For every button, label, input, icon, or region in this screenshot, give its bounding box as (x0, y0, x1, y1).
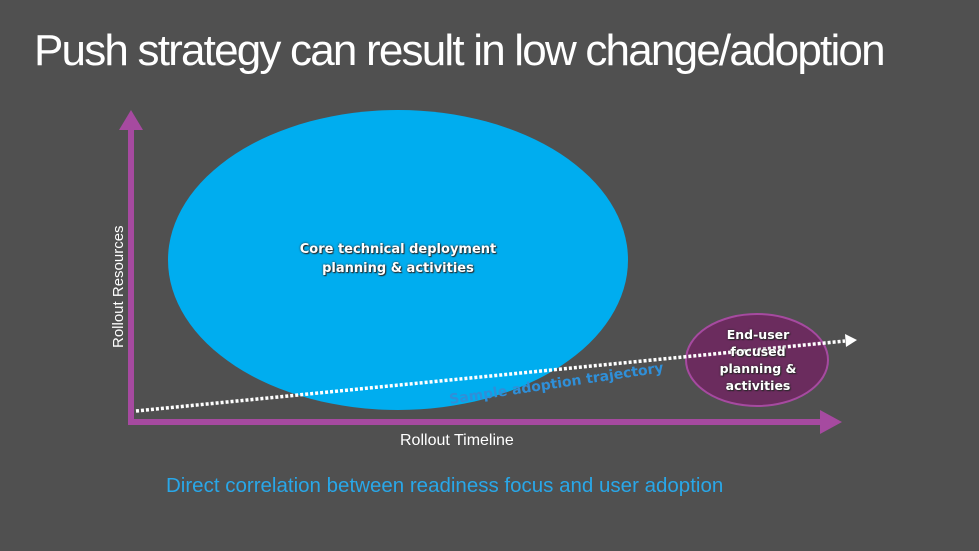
y-axis-arrowhead (119, 110, 143, 130)
slide-caption: Direct correlation between readiness foc… (166, 474, 724, 497)
x-axis-arrowhead (820, 410, 842, 434)
trajectory-arrowhead (845, 334, 857, 347)
y-axis-label: Rollout Resources (110, 225, 127, 348)
end-user-label: End-user focused planning & activities (719, 327, 797, 393)
end-user-bubble (685, 313, 829, 407)
slide-title: Push strategy can result in low change/a… (34, 26, 886, 75)
x-axis-label: Rollout Timeline (400, 432, 514, 449)
adoption-trajectory-line (135, 339, 846, 413)
core-technical-bubble (168, 110, 628, 410)
core-technical-label: Core technical deployment planning & act… (299, 242, 497, 276)
